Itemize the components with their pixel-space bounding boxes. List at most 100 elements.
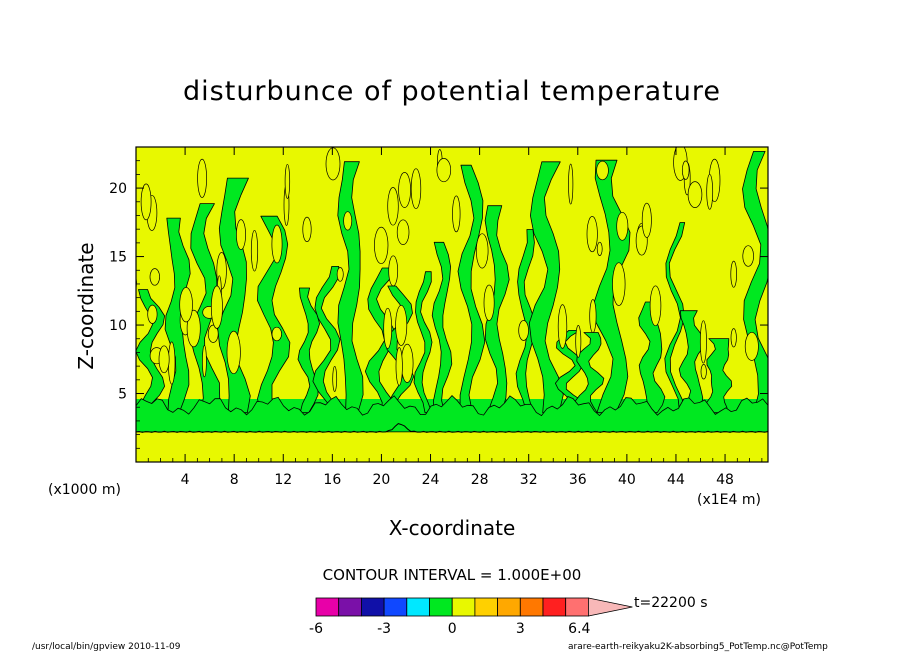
yellow-blob	[586, 216, 598, 253]
yellow-blob	[343, 211, 353, 231]
yellow-blob	[271, 326, 282, 342]
green-streak	[256, 215, 291, 414]
green-streak	[431, 241, 453, 414]
y-tick-label: 15	[109, 250, 127, 266]
yellow-blob	[400, 343, 414, 383]
colorbar-label: 0	[448, 621, 457, 637]
yellow-blob	[158, 345, 170, 374]
yellow-blob	[518, 320, 529, 341]
yellow-blob	[483, 284, 495, 321]
yellow-blob	[744, 331, 759, 361]
x-tick-label: 24	[422, 472, 440, 488]
colorbar-swatch	[497, 597, 521, 617]
colorbar-swatch	[451, 597, 476, 617]
yellow-blob	[149, 268, 160, 286]
yellow-blob	[730, 328, 737, 348]
x-tick-label: 16	[323, 472, 341, 488]
yellow-blob	[284, 163, 291, 199]
yellow-blob	[641, 202, 652, 238]
yellow-blob	[557, 304, 568, 349]
footer-file-name: arare-earth-reikyaku2K-absorbing5_PotTem…	[568, 642, 828, 652]
yellow-blob	[730, 260, 737, 288]
yellow-blob	[699, 320, 707, 364]
yellow-blob	[681, 160, 690, 180]
yellow-blob	[302, 216, 312, 243]
colorbar-label: 3	[516, 621, 525, 637]
yellow-blob	[325, 147, 341, 181]
colorbar-label: -6	[309, 621, 323, 637]
green-streak	[705, 338, 733, 414]
yellow-blob	[271, 224, 283, 264]
x-tick-label: 48	[716, 472, 734, 488]
x-tick-label: 4	[181, 472, 190, 488]
yellow-blob	[374, 226, 389, 265]
green-streak	[312, 265, 341, 414]
yellow-blob	[475, 233, 489, 269]
green-streak	[528, 161, 564, 414]
yellow-blob	[589, 299, 597, 334]
yellow-blob	[436, 158, 452, 183]
colorbar-swatch	[338, 597, 362, 617]
green-streak	[742, 150, 768, 414]
green-streak	[164, 217, 191, 414]
footer-program-path: /usr/local/bin/gpview 2010-11-09	[32, 642, 181, 652]
colorbar-label: -3	[377, 621, 391, 637]
x-axis-unit: (x1E4 m)	[697, 492, 761, 508]
colorbar-label: 6.4	[568, 621, 590, 637]
yellow-blob	[596, 241, 603, 256]
time-label: t=22200 s	[634, 595, 708, 611]
yellow-blob	[396, 219, 410, 245]
colorbar-swatch	[542, 597, 567, 617]
yellow-blob	[395, 347, 403, 386]
yellow-blob	[210, 285, 223, 329]
chart-title: disturbunce of potential temperature	[183, 76, 721, 107]
yellow-blob	[186, 309, 201, 348]
colorbar-swatch	[406, 597, 430, 617]
colorbar-swatch	[519, 597, 544, 617]
yellow-blob	[575, 325, 582, 358]
green-streak	[678, 310, 705, 414]
colorbar-swatch	[360, 597, 385, 617]
x-tick-label: 40	[618, 472, 636, 488]
yellow-blob	[410, 168, 422, 210]
low-level-green-band	[136, 395, 768, 433]
colorbar: -6 -3 0 3 6.4	[309, 597, 633, 637]
yellow-blob	[207, 324, 219, 343]
yellow-blob	[395, 304, 408, 346]
x-tick-label: 32	[520, 472, 538, 488]
yellow-blob	[168, 341, 176, 385]
colorbar-swatch	[315, 597, 340, 617]
colorbar-swatch	[429, 597, 453, 617]
colorbar-overflow-triangle	[588, 597, 633, 617]
yellow-blob	[388, 255, 399, 287]
yellow-blob	[612, 262, 626, 306]
y-axis-unit: (x1000 m)	[48, 482, 121, 498]
plot-frame	[135, 146, 769, 463]
colorbar-swatch	[383, 597, 408, 617]
yellow-blob	[706, 173, 714, 210]
y-axis-label: Z-coordinate	[74, 242, 98, 370]
x-tick-label: 12	[274, 472, 292, 488]
green-streak	[574, 332, 605, 414]
contour-interval-label: CONTOUR INTERVAL = 1.000E+00	[322, 566, 582, 584]
x-tick-label: 28	[471, 472, 489, 488]
yellow-blob	[226, 330, 241, 375]
y-tick-label: 20	[109, 181, 127, 197]
green-streak	[664, 222, 686, 414]
yellow-blob	[568, 163, 574, 205]
yellow-blob	[250, 229, 259, 272]
x-tick-label: 20	[373, 472, 391, 488]
colorbar-swatch	[474, 597, 498, 617]
x-tick-label: 44	[667, 472, 685, 488]
y-tick-label: 10	[109, 318, 127, 334]
green-streak	[484, 205, 510, 414]
yellow-blob	[687, 181, 703, 208]
contour-field	[136, 147, 768, 462]
yellow-blob	[700, 364, 707, 380]
yellow-blob	[742, 245, 754, 267]
yellow-blob	[616, 211, 629, 241]
yellow-blob	[236, 219, 246, 250]
yellow-blob	[140, 183, 152, 221]
